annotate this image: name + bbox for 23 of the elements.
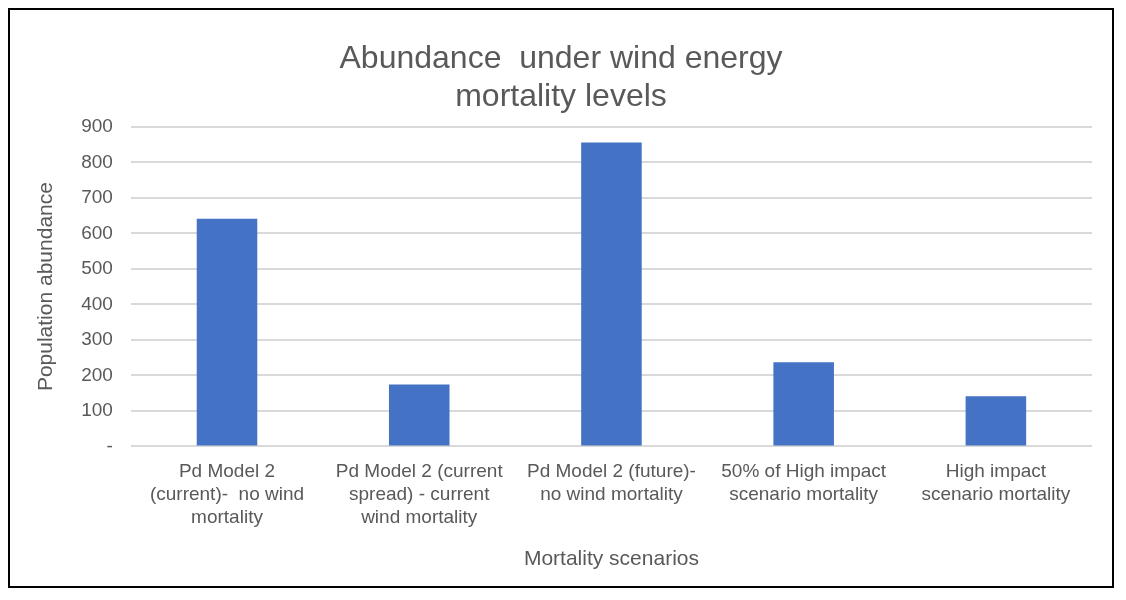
y-tick-label: 100 xyxy=(81,399,113,421)
bar xyxy=(581,142,642,446)
y-tick-label: 700 xyxy=(81,186,113,208)
bar xyxy=(773,362,834,446)
x-tick-label: 50% of High impact scenario mortality xyxy=(721,460,887,504)
bar xyxy=(965,396,1027,446)
chart-title: Abundance under wind energy mortality levels xyxy=(339,39,783,114)
x-tick-label: Pd Model 2 (current spread) - current wind mortality xyxy=(335,460,504,527)
x-tick-label: High impact scenario mortality xyxy=(921,460,1071,504)
bar xyxy=(196,218,258,446)
y-tick-label: 400 xyxy=(81,292,113,314)
y-tick-label: 300 xyxy=(81,328,113,350)
x-axis-title: Mortality scenarios xyxy=(523,546,699,570)
y-tick-label: - xyxy=(106,434,113,456)
x-tick-label: Pd Model 2 (future)- no wind mortality xyxy=(526,460,696,504)
y-tick-label: 200 xyxy=(81,363,113,385)
x-tick-label: Pd Model 2 (current)- no wind mortality xyxy=(149,460,305,527)
y-tick-label: 600 xyxy=(81,221,113,243)
y-axis-title: Population abundance xyxy=(33,182,57,392)
y-tick-label: 800 xyxy=(81,150,113,172)
y-tick-label: 900 xyxy=(81,115,113,137)
y-tick-label: 500 xyxy=(81,257,113,279)
bar xyxy=(388,384,450,446)
